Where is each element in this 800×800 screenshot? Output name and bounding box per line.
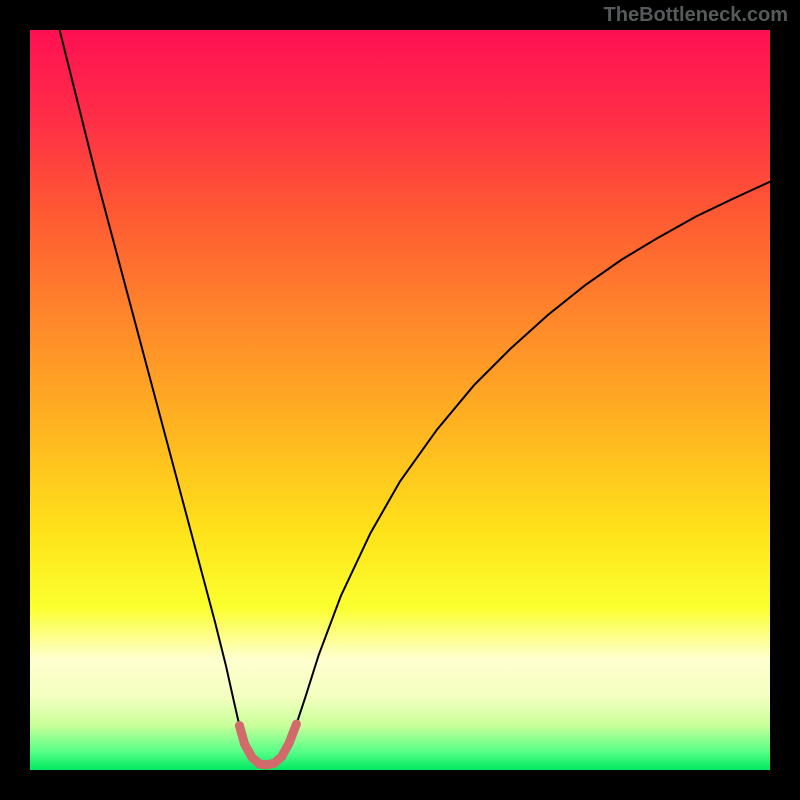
chart-container: TheBottleneck.com (0, 0, 800, 800)
optimal-zone-marker (239, 724, 296, 765)
curve-layer (0, 0, 800, 800)
watermark-text: TheBottleneck.com (604, 4, 788, 27)
bottleneck-curve (60, 30, 770, 765)
